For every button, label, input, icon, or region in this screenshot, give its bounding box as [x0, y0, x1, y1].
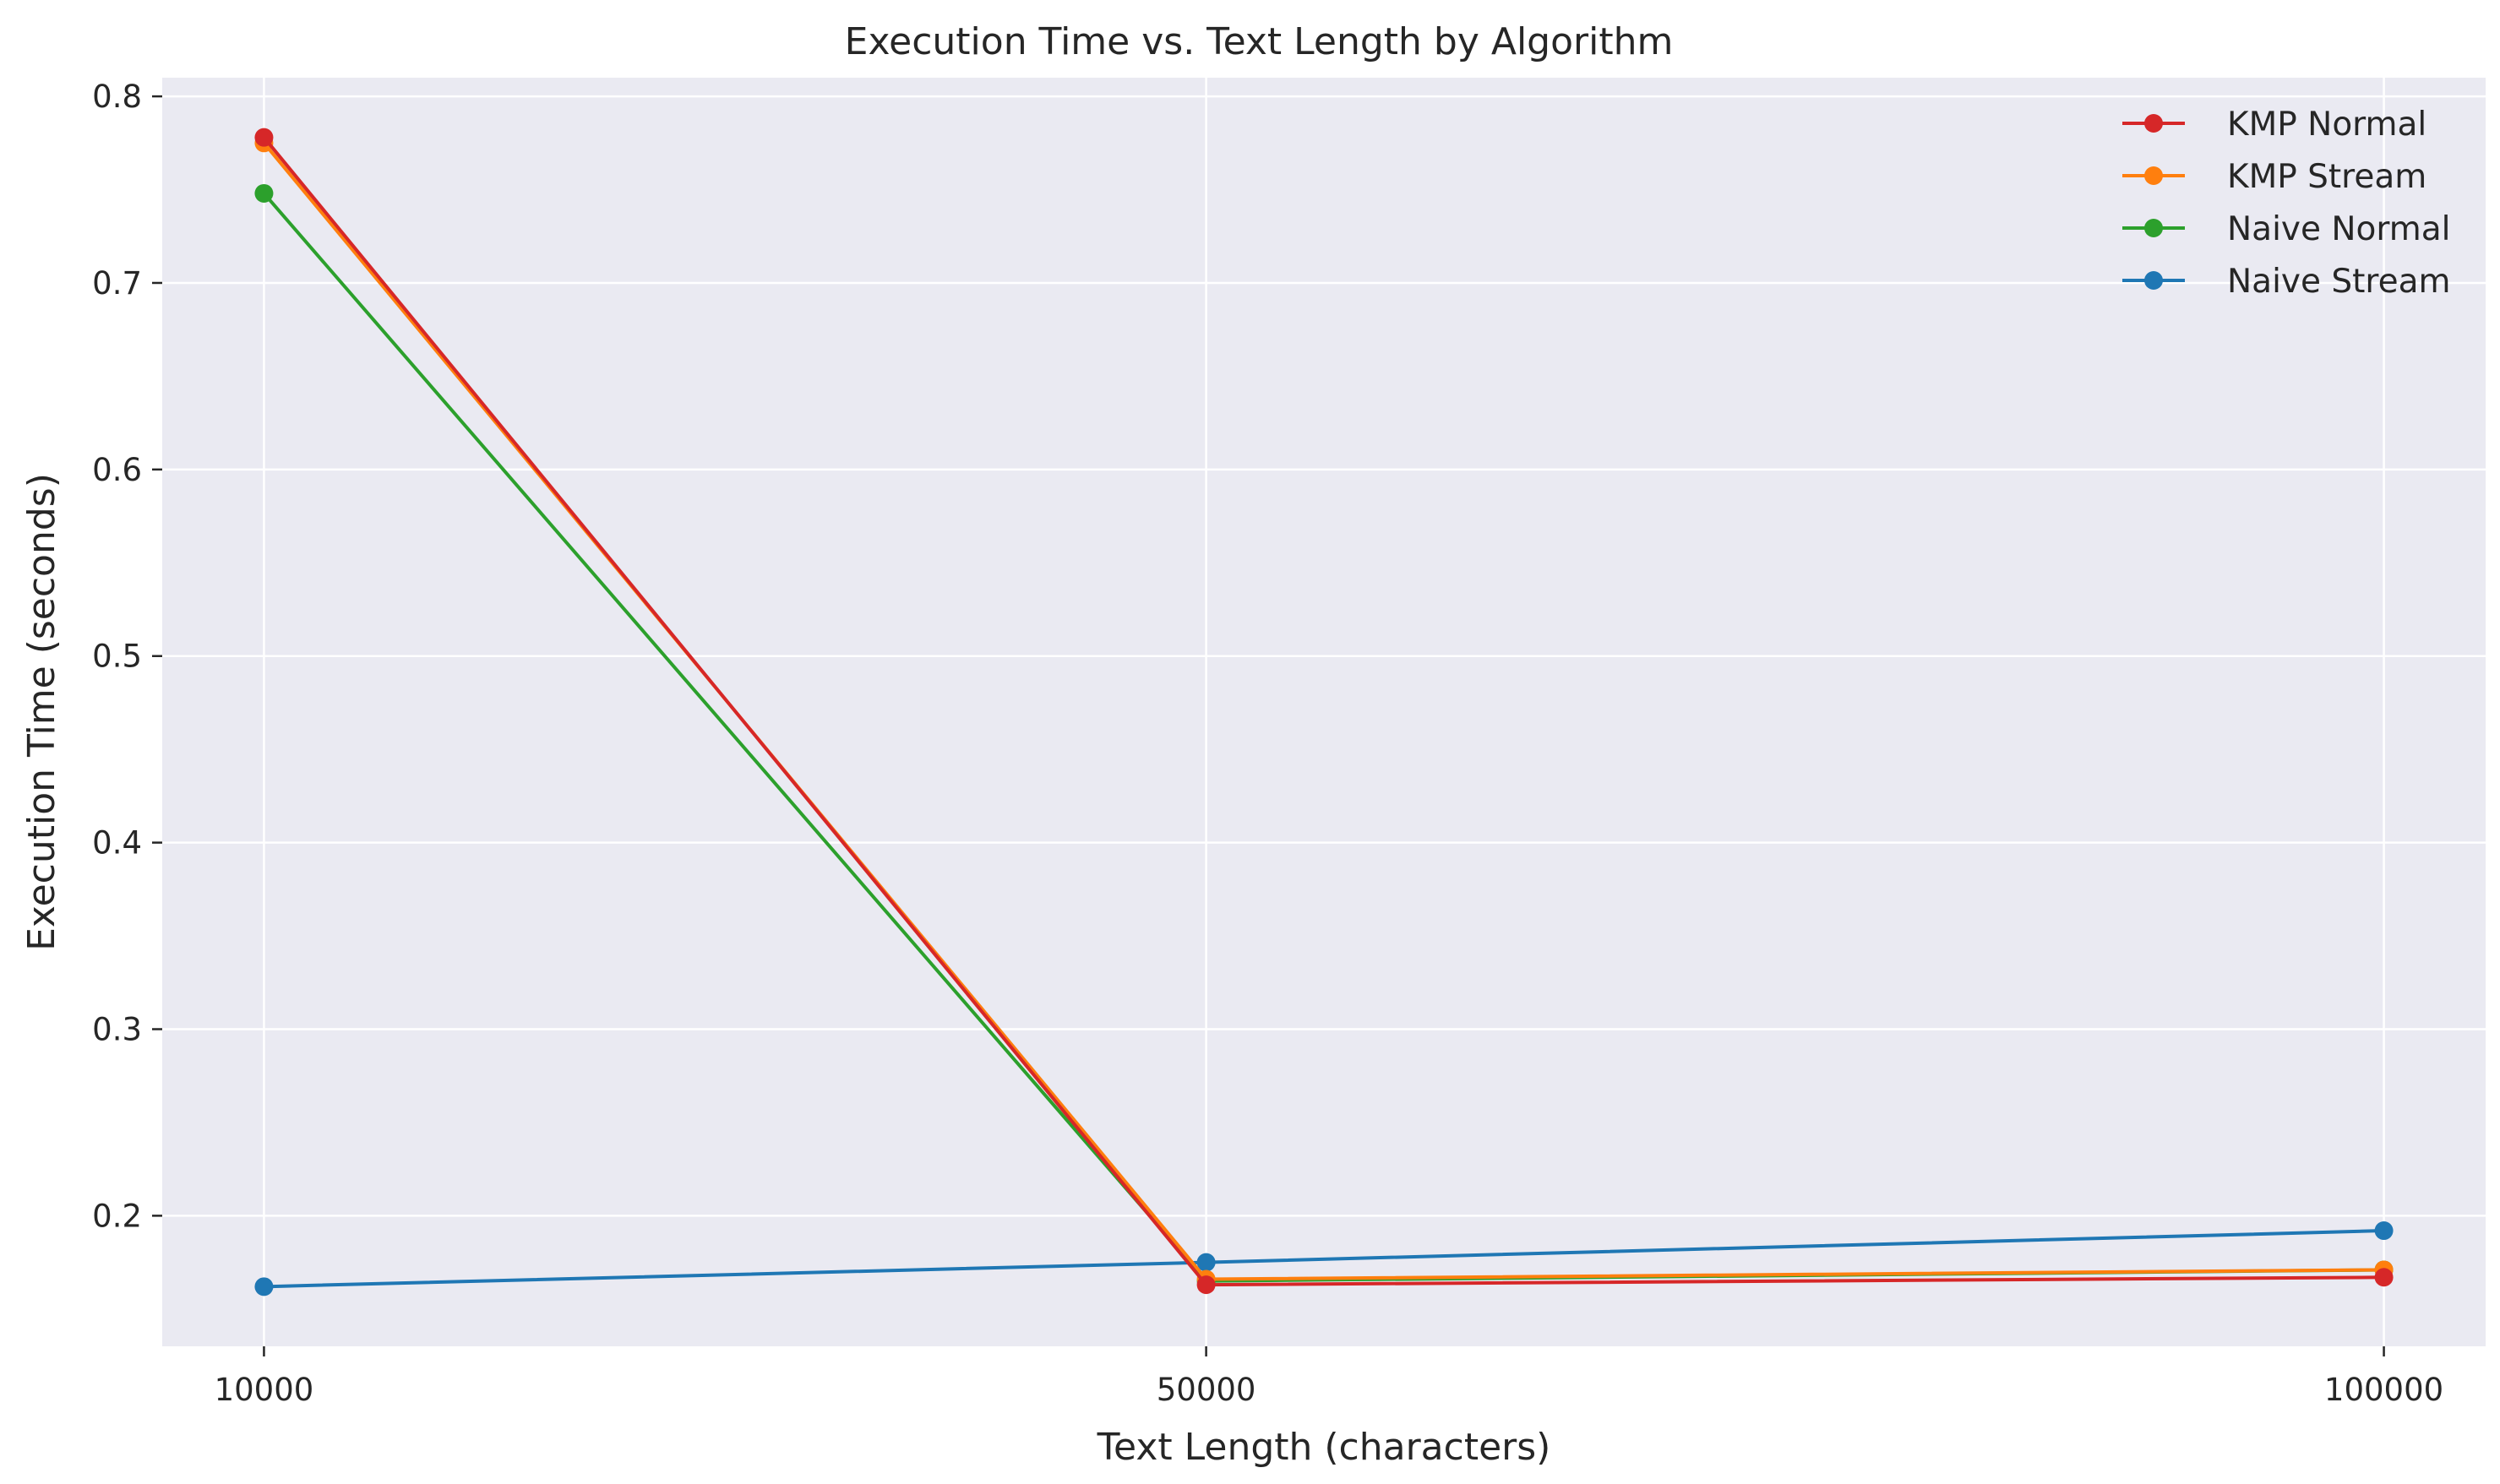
series-kmp-normal — [254, 128, 2394, 1295]
y-tick-label: 0.5 — [92, 639, 142, 675]
legend-item: KMP Stream — [2122, 158, 2426, 196]
chart-title: Execution Time vs. Text Length by Algori… — [845, 20, 1674, 63]
y-tick-label: 0.8 — [92, 79, 142, 115]
y-tick-label: 0.3 — [92, 1012, 142, 1048]
legend: KMP Normal KMP Stream Naive Normal Naive St… — [2122, 106, 2451, 301]
legend-label: Naive Normal — [2227, 210, 2451, 248]
legend-marker — [2144, 166, 2163, 185]
legend-marker — [2144, 271, 2163, 290]
grid-lines — [162, 78, 2486, 1346]
y-tick-label: 0.4 — [92, 825, 142, 862]
legend-label: KMP Normal — [2227, 106, 2426, 144]
legend-item: Naive Normal — [2122, 210, 2451, 248]
x-axis-ticks: 10000 50000 100000 — [215, 1346, 2443, 1408]
x-tick-label: 10000 — [215, 1372, 314, 1408]
legend-label: KMP Stream — [2227, 158, 2426, 196]
data-point — [2374, 1268, 2394, 1287]
data-point — [254, 1277, 274, 1296]
data-point — [254, 128, 274, 147]
legend-item: KMP Normal — [2122, 106, 2426, 144]
data-point — [1196, 1253, 1216, 1272]
legend-marker — [2144, 114, 2163, 133]
x-axis-label: Text Length (characters) — [1097, 1426, 1551, 1469]
series-layer — [254, 128, 2394, 1296]
y-axis-ticks: 0.2 0.3 0.4 0.5 0.6 0.7 0.8 — [92, 79, 162, 1234]
x-tick-label: 50000 — [1157, 1372, 1256, 1408]
data-point — [2374, 1221, 2394, 1241]
plot-area — [162, 78, 2486, 1346]
legend-item: Naive Stream — [2122, 263, 2451, 301]
y-tick-label: 0.6 — [92, 452, 142, 488]
data-point — [1196, 1275, 1216, 1295]
legend-label: Naive Stream — [2227, 263, 2451, 301]
data-point — [254, 183, 274, 203]
legend-marker — [2144, 219, 2163, 237]
y-tick-label: 0.2 — [92, 1198, 142, 1234]
x-tick-label: 100000 — [2324, 1372, 2443, 1408]
y-tick-label: 0.7 — [92, 265, 142, 302]
y-axis-label: Execution Time (seconds) — [20, 473, 63, 951]
series-naive-stream — [254, 1221, 2394, 1296]
